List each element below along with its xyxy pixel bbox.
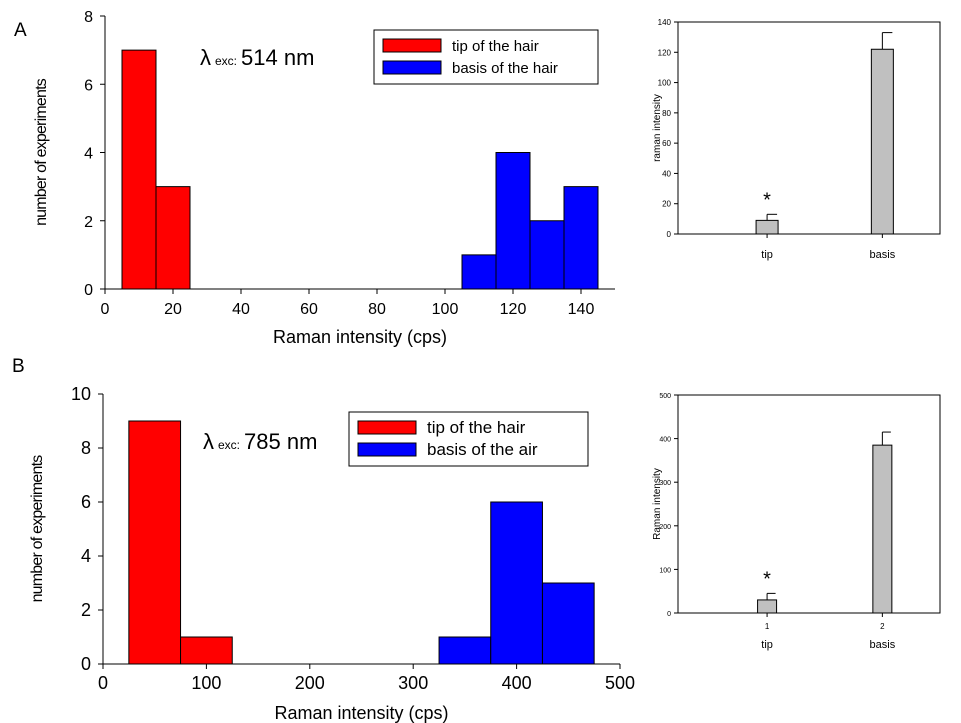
category-label: tip <box>761 639 773 651</box>
bar-basis <box>872 444 893 614</box>
category-label: tip <box>761 249 773 261</box>
y-tick-label: 400 <box>659 437 671 444</box>
panel-a: A 0 20 40 60 80 100 120 140 0 2 4 6 8 Raman intensity … <box>14 9 941 347</box>
plot-frame <box>677 394 941 614</box>
y-tick-label: 2 <box>81 600 91 620</box>
histogram-bar <box>529 220 565 290</box>
x-axis-label: Raman intensity (cps) <box>274 703 448 723</box>
histogram-bar <box>490 501 543 665</box>
x-tick-number: 1 <box>765 622 770 631</box>
significance-marker: * <box>763 568 771 590</box>
x-tick-label: 20 <box>164 301 182 318</box>
y-axis-label: number of experiments <box>29 455 46 603</box>
histogram: 0 20 40 60 80 100 120 140 0 2 4 6 8 Raman intensity (… <box>33 9 615 347</box>
excitation-wavelength: 514 nm <box>241 45 314 70</box>
legend-swatch <box>357 442 417 457</box>
panel-label: A <box>14 20 27 41</box>
x-axis-label: Raman intensity (cps) <box>273 327 447 347</box>
y-tick-label: 300 <box>659 480 671 487</box>
bar-tip <box>755 219 779 235</box>
y-tick-label: 6 <box>81 492 91 512</box>
y-tick-label: 120 <box>658 48 672 57</box>
histogram-bar <box>461 254 497 290</box>
x-tick-label: 300 <box>398 673 428 693</box>
y-tick-label: 140 <box>658 18 672 27</box>
x-tick-label: 140 <box>568 301 595 318</box>
x-tick-label: 200 <box>295 673 325 693</box>
y-tick-label: 100 <box>658 79 672 88</box>
summary-bar-chart: 0 20 40 60 80 100 120 140 raman intensity tip * bas… <box>652 18 941 261</box>
y-tick-label: 80 <box>662 109 671 118</box>
excitation-annotation: λ exc: 514 nm <box>200 45 314 70</box>
excitation-wavelength: 785 nm <box>244 429 317 454</box>
y-tick-label: 6 <box>84 77 93 94</box>
summary-bar-chart: 0 100 200 300 400 500 Raman intensity 1 tip * 2 bas… <box>652 393 941 651</box>
y-tick-label: 0 <box>84 282 93 299</box>
histogram-bar <box>541 582 595 665</box>
category-label: basis <box>870 249 896 261</box>
bar-tip <box>757 599 778 614</box>
y-axis-label: Raman intensity <box>652 468 663 540</box>
legend-label: tip of the hair <box>427 418 526 437</box>
legend-swatch <box>382 38 442 53</box>
y-tick-label: 4 <box>84 146 93 163</box>
x-tick-label: 0 <box>98 673 108 693</box>
histogram-bar <box>180 636 233 665</box>
exc-subscript: exc: <box>215 54 237 68</box>
histogram-bar <box>438 636 492 665</box>
x-tick-number: 2 <box>880 622 885 631</box>
x-tick-label: 400 <box>502 673 532 693</box>
legend-label: tip of the hair <box>452 38 539 55</box>
x-tick-label: 120 <box>500 301 527 318</box>
lambda-symbol: λ <box>203 429 214 454</box>
y-tick-label: 0 <box>81 654 91 674</box>
histogram-bar <box>121 49 157 290</box>
x-tick-label: 500 <box>605 673 635 693</box>
plot-frame <box>677 21 941 235</box>
y-tick-label: 8 <box>81 438 91 458</box>
legend-swatch <box>382 60 442 75</box>
histogram-bar <box>155 186 191 290</box>
legend-label: basis of the air <box>427 440 538 459</box>
y-axis-label: raman intensity <box>652 94 663 162</box>
x-tick-label: 40 <box>232 301 250 318</box>
histogram-bar <box>495 152 531 290</box>
category-label: basis <box>870 639 896 651</box>
y-tick-label: 100 <box>659 567 671 574</box>
y-tick-label: 0 <box>667 611 671 618</box>
panel-label: B <box>12 356 25 377</box>
y-tick-label: 10 <box>71 384 91 404</box>
x-tick-label: 100 <box>432 301 459 318</box>
histogram: 0 100 200 300 400 500 0 2 4 6 8 10 Raman intensity (… <box>29 384 635 723</box>
exc-subscript: exc: <box>218 438 240 452</box>
legend-label: basis of the hair <box>452 60 558 77</box>
lambda-symbol: λ <box>200 45 211 70</box>
x-tick-label: 100 <box>191 673 221 693</box>
legend: tip of the hair basis of the air <box>348 411 589 467</box>
legend-swatch <box>357 420 417 435</box>
bar-basis <box>870 48 894 235</box>
y-tick-label: 20 <box>662 200 671 209</box>
histogram-bar <box>563 186 599 290</box>
y-tick-label: 0 <box>667 230 672 239</box>
y-axis-label: number of experiments <box>33 78 50 226</box>
histogram-bar <box>128 420 182 665</box>
significance-marker: * <box>763 189 771 211</box>
y-tick-label: 8 <box>84 9 93 26</box>
y-tick-label: 40 <box>662 169 671 178</box>
legend: tip of the hair basis of the hair <box>373 29 599 85</box>
x-tick-label: 0 <box>101 301 110 318</box>
y-tick-label: 2 <box>84 214 93 231</box>
y-tick-label: 200 <box>659 524 671 531</box>
excitation-annotation: λ exc: 785 nm <box>203 429 317 454</box>
y-tick-label: 4 <box>81 546 91 566</box>
y-tick-label: 60 <box>662 139 671 148</box>
x-tick-label: 80 <box>368 301 386 318</box>
y-tick-label: 500 <box>659 393 671 400</box>
x-tick-label: 60 <box>300 301 318 318</box>
